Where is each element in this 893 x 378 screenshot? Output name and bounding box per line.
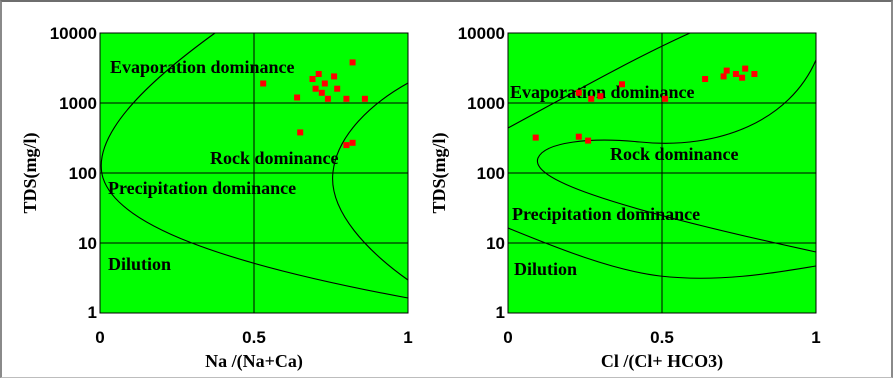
right-data-point-10 — [720, 73, 727, 80]
right-data-point-4 — [585, 137, 592, 144]
left-xtick-0: 0 — [95, 328, 104, 347]
left-data-point-2 — [294, 94, 301, 101]
right-data-point-3 — [575, 133, 582, 140]
right-xtick-0.5: 0.5 — [650, 328, 674, 347]
left-region-dilution: Dilution — [108, 254, 171, 274]
left-ytick-1: 1 — [88, 303, 97, 322]
left-x-axis-label: Na /(Na+Ca) — [205, 351, 303, 372]
right-data-point-12 — [732, 71, 739, 77]
left-data-point-3 — [297, 129, 304, 136]
right-ytick-1000: 1000 — [467, 94, 505, 113]
right-y-axis-label: TDS(mg/l) — [429, 132, 450, 213]
right-ytick-1: 1 — [496, 303, 505, 322]
left-boundary-curves — [100, 32, 409, 299]
right-region-labels: Evaporation dominance Rock dominance Pre… — [510, 82, 739, 279]
right-boundary-lower — [507, 227, 817, 279]
left-data-point-6 — [315, 71, 322, 77]
left-xtick-1: 1 — [403, 328, 412, 347]
left-data-point-7 — [318, 89, 325, 96]
right-data-point-15 — [751, 71, 758, 77]
right-region-evaporation: Evaporation dominance — [510, 82, 695, 102]
left-data-point-5 — [312, 85, 319, 92]
left-data-point-14 — [361, 95, 368, 102]
left-y-tick-labels: 10000 1000 100 10 1 — [50, 24, 97, 322]
left-region-precipitation: Precipitation dominance — [108, 178, 296, 198]
left-boundary-inner — [332, 82, 409, 281]
right-region-rock: Rock dominance — [610, 144, 739, 164]
right-ytick-10000: 10000 — [458, 24, 505, 43]
left-data-point-8 — [321, 80, 328, 87]
left-boundary-outer — [100, 32, 409, 299]
right-data-point-6 — [597, 93, 604, 100]
left-ytick-1000: 1000 — [59, 94, 97, 113]
left-gridlines — [100, 33, 408, 313]
right-data-point-9 — [702, 76, 709, 82]
left-data-points — [260, 59, 368, 149]
right-data-point-11 — [723, 67, 730, 74]
right-xtick-0: 0 — [503, 328, 512, 347]
left-data-point-10 — [331, 73, 338, 80]
left-data-point-13 — [349, 59, 356, 66]
right-boundary-upper — [507, 32, 691, 129]
right-data-point-7 — [619, 81, 625, 88]
right-y-tick-labels: 10000 1000 100 10 1 — [458, 24, 505, 322]
left-data-point-9 — [324, 95, 331, 102]
right-data-point-14 — [742, 65, 749, 72]
left-region-rock: Rock dominance — [210, 148, 339, 168]
right-data-points — [532, 65, 758, 144]
right-region-dilution: Dilution — [514, 259, 577, 279]
right-x-axis-label: Cl /(Cl+ HCO3) — [601, 351, 723, 372]
left-ytick-100: 100 — [69, 164, 97, 183]
right-data-point-1 — [532, 134, 539, 141]
left-ytick-10000: 10000 — [50, 24, 97, 43]
left-data-point-1 — [260, 80, 267, 87]
right-x-tick-labels: 0 0.5 1 — [503, 328, 820, 347]
left-data-point-11 — [334, 85, 341, 92]
left-xtick-0.5: 0.5 — [242, 328, 266, 347]
left-data-point-12 — [343, 95, 350, 102]
right-data-point-2 — [575, 89, 582, 96]
right-gridlines — [508, 33, 816, 313]
right-data-point-5 — [588, 95, 595, 102]
left-y-axis-label: TDS(mg/l) — [20, 132, 41, 213]
left-data-point-4 — [309, 76, 316, 82]
right-region-precipitation: Precipitation dominance — [512, 204, 700, 224]
right-data-point-13 — [739, 74, 746, 81]
right-xtick-1: 1 — [811, 328, 820, 347]
right-data-point-8 — [662, 95, 669, 102]
left-data-point-15 — [343, 142, 350, 149]
right-boundary-curves — [507, 32, 817, 279]
left-chart: Evaporation dominance Rock dominance Pre… — [20, 24, 413, 372]
left-region-evaporation: Evaporation dominance — [110, 57, 295, 77]
left-ytick-10: 10 — [78, 234, 97, 253]
right-ytick-100: 100 — [477, 164, 505, 183]
right-chart: Evaporation dominance Rock dominance Pre… — [429, 24, 821, 372]
left-data-point-16 — [349, 139, 356, 146]
left-region-labels: Evaporation dominance Rock dominance Pre… — [108, 57, 339, 274]
left-x-tick-labels: 0 0.5 1 — [95, 328, 412, 347]
right-ytick-10: 10 — [486, 234, 505, 253]
right-boundary-middle — [536, 59, 817, 253]
